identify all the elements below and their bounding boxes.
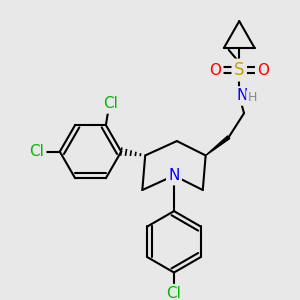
Text: O: O (209, 63, 221, 78)
Polygon shape (206, 136, 230, 155)
Text: Cl: Cl (167, 286, 182, 300)
Text: H: H (248, 92, 257, 104)
Text: Cl: Cl (103, 96, 118, 111)
Text: N: N (236, 88, 248, 104)
Text: N: N (168, 168, 180, 183)
Text: Cl: Cl (29, 144, 44, 159)
Text: S: S (234, 61, 244, 79)
Text: O: O (257, 63, 269, 78)
